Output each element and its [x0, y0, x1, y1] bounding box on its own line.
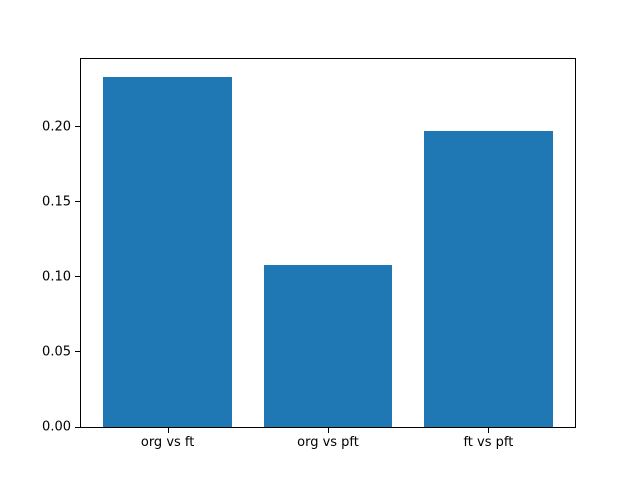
- x-tick-label: org vs ft: [140, 435, 195, 450]
- x-tick-mark: [167, 428, 169, 433]
- y-tick-mark: [75, 201, 80, 203]
- y-tick-mark: [75, 126, 80, 128]
- y-tick-label: 0.05: [42, 344, 71, 360]
- y-tick-label: 0.00: [42, 419, 71, 435]
- x-tick-mark: [328, 428, 329, 433]
- y-tick-mark: [75, 351, 80, 353]
- y-tick-label: 0.20: [42, 119, 71, 135]
- bar-org-vs-ft: [103, 77, 232, 427]
- y-tick-mark: [75, 426, 80, 428]
- y-tick-mark: [75, 276, 80, 278]
- bar-org-vs-pft: [263, 264, 393, 427]
- x-tick-label: ft vs pft: [463, 435, 514, 450]
- y-tick-label: 0.15: [42, 194, 71, 210]
- x-tick-mark: [488, 428, 490, 433]
- x-tick-label: org vs pft: [297, 435, 359, 450]
- plot-area: org vs ft org vs pft ft vs pft 0.00 0.05 0.10…: [42, 58, 576, 449]
- bar-ft-vs-pft: [424, 131, 553, 427]
- y-tick-label: 0.10: [42, 269, 71, 285]
